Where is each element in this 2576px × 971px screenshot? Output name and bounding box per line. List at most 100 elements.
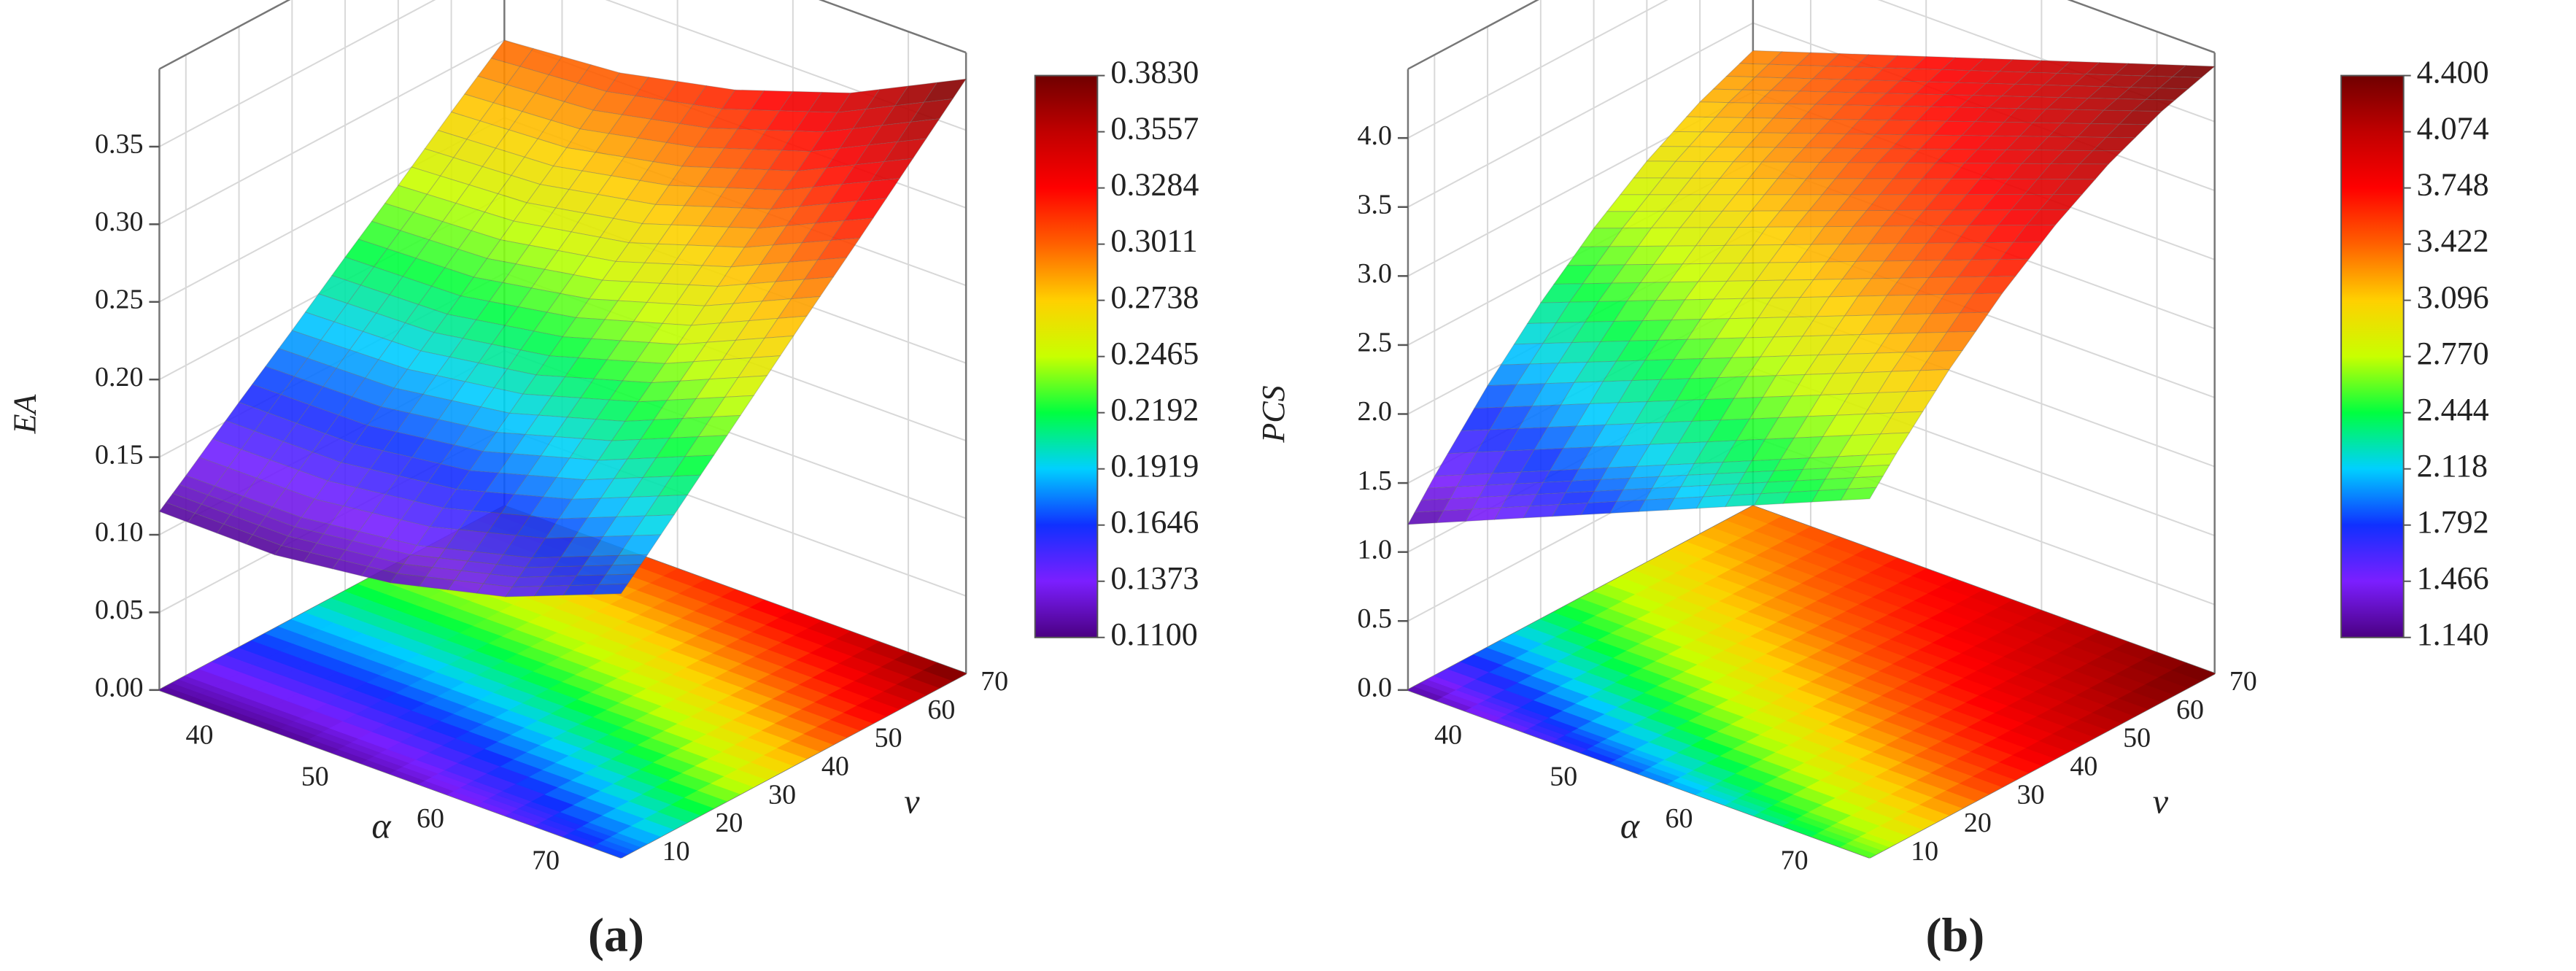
panel-label: (b) xyxy=(1926,908,1985,962)
colorbar-tick-label: 4.074 xyxy=(2417,111,2489,147)
colorbar-tick-label: 0.1919 xyxy=(1110,448,1199,484)
axis-line xyxy=(818,0,967,54)
surface-cell xyxy=(1946,312,1990,333)
colorbar xyxy=(1034,74,1099,638)
surface-cell xyxy=(618,534,662,556)
surface-cell xyxy=(897,118,940,143)
colorbar-tick-label: 0.3557 xyxy=(1110,111,1199,147)
colorbar-tick-label: 0.1373 xyxy=(1110,560,1199,596)
floor-cell xyxy=(2171,662,2216,681)
z-tick-label: 3.5 xyxy=(1357,189,1392,220)
z-tick-label: 0.10 xyxy=(95,517,144,548)
colorbar-tick-label: 0.2192 xyxy=(1110,392,1199,428)
y-tick-label: 60 xyxy=(927,695,955,725)
colorbar-tick-label: 0.3830 xyxy=(1110,55,1199,90)
surface-cell xyxy=(644,494,689,517)
axis-line xyxy=(1407,0,1539,70)
surface-cell xyxy=(597,573,635,585)
z-axis-label: EA xyxy=(7,394,42,435)
colorbar-tick-label: 4.400 xyxy=(2417,55,2489,90)
grid-line xyxy=(1407,22,1754,208)
colorbar-tick-label: 0.1100 xyxy=(1110,616,1197,652)
colorbar-tick-label: 1.140 xyxy=(2417,616,2489,652)
y-tick-label: 10 xyxy=(1911,836,1938,867)
z-tick-label: 1.5 xyxy=(1357,465,1392,496)
colorbar-tick-label: 0.3011 xyxy=(1110,223,1197,259)
z-tick-label: 0.05 xyxy=(95,595,144,625)
colorbar-tick-label: 0.1646 xyxy=(1110,504,1199,540)
colorbar-tick-label: 3.748 xyxy=(2417,167,2489,203)
axis-line xyxy=(158,0,291,70)
z-tick-label: 1.0 xyxy=(1357,534,1392,565)
x-tick-label: 70 xyxy=(1781,846,1809,876)
floor-projection xyxy=(1407,506,2216,859)
colorbar-tick-label: 2.118 xyxy=(2417,448,2488,484)
z-tick-label: 0.00 xyxy=(95,673,144,703)
colorbar-tick-label: 3.422 xyxy=(2417,223,2489,259)
surface-cell xyxy=(611,554,649,566)
colorbar-tick-label: 0.2465 xyxy=(1110,336,1199,371)
panel-label: (a) xyxy=(588,908,644,962)
x-tick-label: 70 xyxy=(532,846,560,876)
surface-cell xyxy=(591,583,629,595)
floor-cell xyxy=(923,662,967,681)
y-tick-label: 40 xyxy=(821,751,849,781)
x-axis-label: α xyxy=(1620,805,1641,846)
z-axis-label: PCS xyxy=(1256,385,1291,443)
surface-cell xyxy=(883,138,927,163)
surface xyxy=(1407,50,2216,525)
x-tick-label: 50 xyxy=(301,762,329,792)
surface-cell xyxy=(1879,411,1924,435)
y-tick-label: 30 xyxy=(2017,779,2045,810)
x-tick-label: 60 xyxy=(417,803,444,834)
z-tick-label: 0.20 xyxy=(95,362,144,392)
colorbar-tick-label: 0.3284 xyxy=(1110,167,1199,203)
z-tick-label: 0.25 xyxy=(95,285,144,315)
surface-cell xyxy=(1906,368,1950,392)
z-tick-label: 2.0 xyxy=(1357,396,1392,427)
surface xyxy=(158,39,967,597)
x-tick-label: 60 xyxy=(1665,803,1693,834)
surface-cell xyxy=(670,454,715,477)
colorbar xyxy=(2340,74,2405,638)
surface-cell xyxy=(737,355,781,378)
colorbar-tick-label: 1.792 xyxy=(2417,504,2489,540)
surface-cell xyxy=(1840,487,1877,501)
x-tick-label: 50 xyxy=(1550,762,1577,792)
surface-cell xyxy=(2065,163,2110,180)
y-tick-label: 40 xyxy=(2070,751,2097,781)
y-axis-label: v xyxy=(904,782,920,821)
surface-cell xyxy=(1986,258,2030,277)
z-tick-label: 0.15 xyxy=(95,439,144,470)
surface-cell xyxy=(1866,432,1911,456)
colorbar-tick-label: 3.096 xyxy=(2417,279,2489,315)
colorbar-tick-label: 0.2738 xyxy=(1110,279,1199,315)
grid-line xyxy=(1407,0,1668,139)
surface-cell xyxy=(923,78,967,103)
surface-cell xyxy=(1999,241,2043,260)
z-tick-label: 0.35 xyxy=(95,129,144,160)
y-tick-label: 50 xyxy=(875,723,902,754)
z-tick-label: 0.0 xyxy=(1357,673,1392,703)
y-tick-label: 70 xyxy=(980,666,1008,697)
y-tick-label: 20 xyxy=(1964,808,1992,838)
z-tick-label: 0.5 xyxy=(1357,603,1392,634)
y-tick-label: 20 xyxy=(715,808,743,838)
y-tick-label: 60 xyxy=(2176,695,2204,725)
z-tick-label: 2.5 xyxy=(1357,328,1392,358)
surface-cell xyxy=(1973,275,2016,295)
x-tick-label: 40 xyxy=(1434,719,1462,750)
y-tick-label: 50 xyxy=(2123,723,2151,754)
surface-cell xyxy=(604,564,642,576)
y-tick-label: 70 xyxy=(2229,666,2257,697)
grid-line xyxy=(158,39,505,225)
surface-cell xyxy=(764,315,808,339)
y-tick-label: 10 xyxy=(662,836,690,867)
z-tick-label: 3.0 xyxy=(1357,258,1392,289)
grid-line xyxy=(158,0,436,147)
x-tick-label: 40 xyxy=(186,719,214,750)
surface-cell xyxy=(843,198,888,222)
axis-line xyxy=(2067,0,2216,54)
z-tick-label: 0.30 xyxy=(95,206,144,237)
